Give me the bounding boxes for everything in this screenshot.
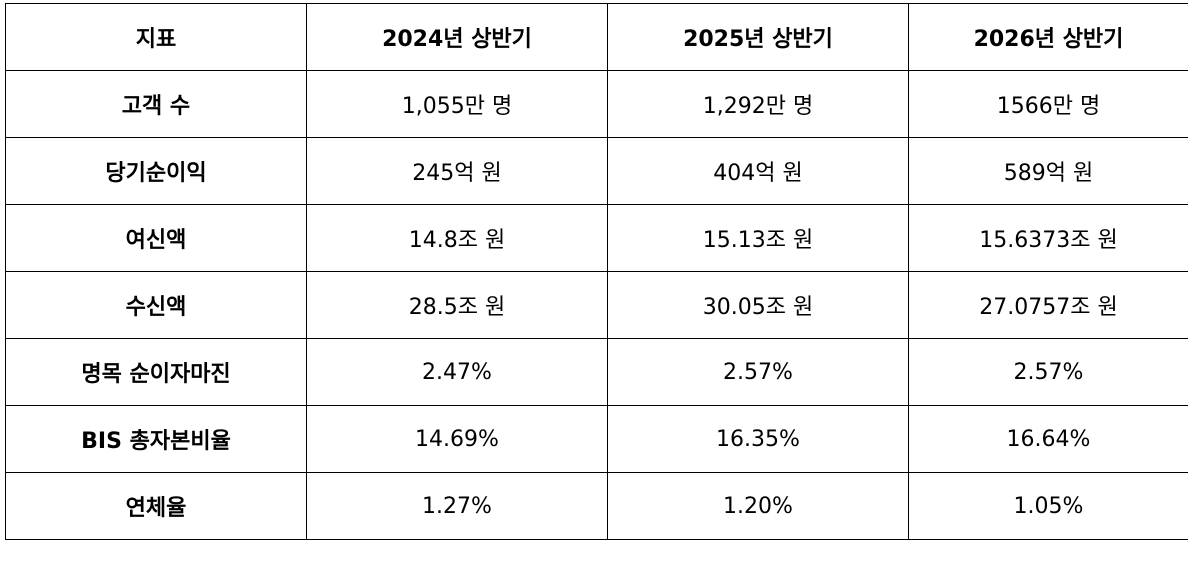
header-cell-2024-h1: 2024년 상반기 xyxy=(306,3,608,71)
table-row: 당기순이익 245억 원 404억 원 589억 원 xyxy=(5,137,1188,205)
table-cell: 404억 원 xyxy=(607,137,909,205)
table-row: 명목 순이자마진 2.47% 2.57% 2.57% xyxy=(5,338,1188,406)
table-cell: 14.8조 원 xyxy=(306,204,608,272)
table-cell: 1566만 명 xyxy=(908,70,1188,138)
row-label: 수신액 xyxy=(5,271,307,339)
table-cell: 1,292만 명 xyxy=(607,70,909,138)
table-cell: 16.64% xyxy=(908,405,1188,473)
table-row: 수신액 28.5조 원 30.05조 원 27.0757조 원 xyxy=(5,271,1188,339)
table-row: 여신액 14.8조 원 15.13조 원 15.6373조 원 xyxy=(5,204,1188,272)
table-cell: 245억 원 xyxy=(306,137,608,205)
table-cell: 1.05% xyxy=(908,472,1188,540)
table-cell: 27.0757조 원 xyxy=(908,271,1188,339)
table-cell: 589억 원 xyxy=(908,137,1188,205)
table-cell: 30.05조 원 xyxy=(607,271,909,339)
table-cell: 15.6373조 원 xyxy=(908,204,1188,272)
header-cell-2025-h1: 2025년 상반기 xyxy=(607,3,909,71)
table-cell: 1,055만 명 xyxy=(306,70,608,138)
table-cell: 15.13조 원 xyxy=(607,204,909,272)
row-label: BIS 총자본비율 xyxy=(5,405,307,473)
table-cell: 16.35% xyxy=(607,405,909,473)
row-label: 당기순이익 xyxy=(5,137,307,205)
table-cell: 2.57% xyxy=(607,338,909,406)
row-label: 명목 순이자마진 xyxy=(5,338,307,406)
table-cell: 1.20% xyxy=(607,472,909,540)
table-row: BIS 총자본비율 14.69% 16.35% 16.64% xyxy=(5,405,1188,473)
table-cell: 2.47% xyxy=(306,338,608,406)
kpi-table: 지표 2024년 상반기 2025년 상반기 2026년 상반기 고객 수 1,… xyxy=(5,3,1188,540)
table-cell: 2.57% xyxy=(908,338,1188,406)
header-cell-metric: 지표 xyxy=(5,3,307,71)
header-cell-2026-h1: 2026년 상반기 xyxy=(908,3,1188,71)
table-header-row: 지표 2024년 상반기 2025년 상반기 2026년 상반기 xyxy=(5,3,1188,71)
table-row: 연체율 1.27% 1.20% 1.05% xyxy=(5,472,1188,540)
table-cell: 14.69% xyxy=(306,405,608,473)
row-label: 연체율 xyxy=(5,472,307,540)
row-label: 여신액 xyxy=(5,204,307,272)
table-cell: 1.27% xyxy=(306,472,608,540)
row-label: 고객 수 xyxy=(5,70,307,138)
table-row: 고객 수 1,055만 명 1,292만 명 1566만 명 xyxy=(5,70,1188,138)
table-cell: 28.5조 원 xyxy=(306,271,608,339)
